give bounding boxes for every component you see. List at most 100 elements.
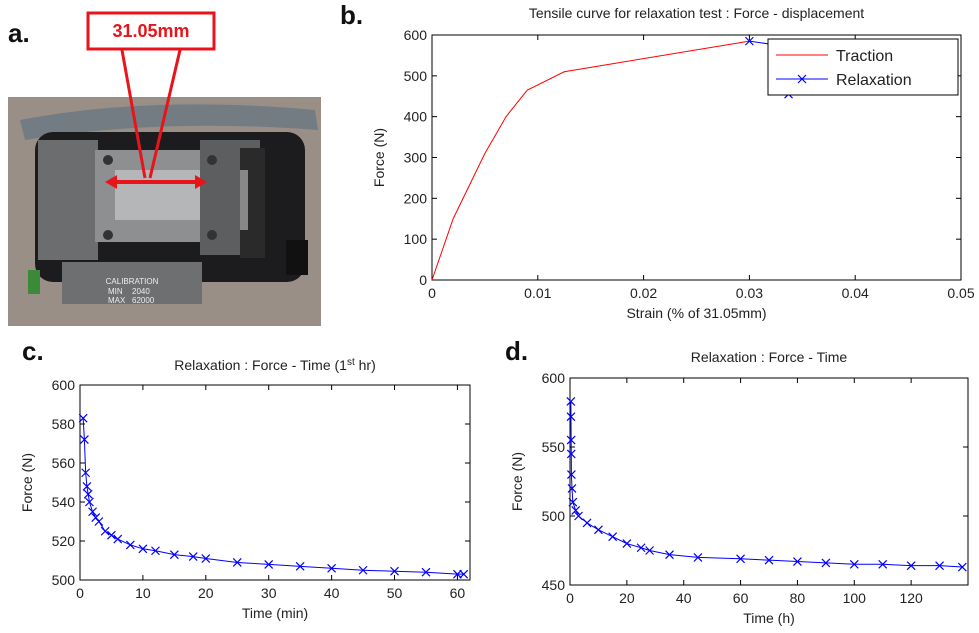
marker: [574, 511, 583, 521]
marker: [849, 559, 859, 569]
x-tick-label: 20: [619, 590, 635, 606]
y-tick-label: 540: [52, 494, 76, 510]
marker: [582, 518, 592, 528]
marker: [935, 561, 944, 571]
marker: [793, 557, 802, 566]
x-tick-label: 40: [676, 590, 692, 606]
marker: [566, 397, 576, 406]
marker: [82, 481, 92, 491]
plate-text: 2040: [132, 287, 150, 296]
x-tick-label: 0: [428, 285, 436, 301]
plate-text: MIN: [108, 287, 123, 296]
title-part: st: [347, 357, 355, 368]
y-tick-label: 100: [404, 231, 428, 247]
x-tick-label: 120: [899, 590, 923, 606]
series-line: [431, 40, 750, 281]
marker: [85, 497, 94, 507]
marker: [138, 544, 148, 554]
marker: [100, 526, 110, 536]
y-tick-label: 200: [404, 190, 428, 206]
marker: [764, 555, 774, 565]
x-tick-label: 0.04: [842, 285, 869, 301]
marker: [567, 483, 577, 493]
marker: [566, 470, 576, 480]
marker: [693, 552, 703, 562]
legend: [767, 38, 959, 96]
marker: [957, 562, 967, 572]
x-tick-label: 60: [733, 590, 749, 606]
marker: [459, 569, 469, 579]
marker: [113, 534, 123, 544]
marker: [568, 497, 578, 507]
marker: [83, 489, 93, 499]
marker: [390, 566, 399, 576]
marker: [169, 550, 179, 560]
plot-area: [569, 377, 969, 586]
marker: [232, 558, 242, 567]
x-tick-label: 20: [198, 585, 214, 601]
y-tick-label: 500: [542, 508, 566, 524]
plate-text: CALIBRATION: [106, 277, 159, 286]
y-axis-label: Force (N): [509, 452, 525, 511]
y-tick-label: 600: [542, 370, 566, 386]
marker: [645, 546, 655, 555]
marker: [264, 559, 274, 569]
x-tick-label: 0.02: [630, 285, 657, 301]
marker: [452, 569, 462, 579]
chart-title: Tensile curve for relaxation test : Forc…: [529, 5, 864, 21]
y-tick-label: 500: [404, 68, 428, 84]
dimension-callout: [86, 11, 216, 189]
marker: [744, 36, 754, 46]
y-tick-label: 0: [419, 272, 427, 288]
marker: [81, 468, 91, 478]
x-axis-label: Strain (% of 31.05mm): [626, 305, 766, 321]
marker: [125, 540, 135, 550]
y-tick-label: 600: [404, 27, 428, 43]
panel-label: c.: [22, 336, 44, 366]
x-tick-label: 60: [450, 585, 466, 601]
marker: [608, 532, 618, 542]
x-tick-label: 10: [135, 585, 151, 601]
x-tick-label: 0.03: [736, 285, 763, 301]
panel-label: b.: [340, 0, 363, 30]
marker: [188, 552, 198, 562]
chart-title: Relaxation : Force - Time (1st hr): [174, 357, 376, 374]
marker: [295, 561, 305, 571]
marker: [566, 412, 576, 422]
x-tick-label: 0: [566, 590, 574, 606]
marker: [566, 435, 576, 445]
y-tick-label: 520: [52, 533, 76, 549]
marker: [636, 543, 646, 553]
marker: [906, 561, 916, 571]
photo: [8, 97, 321, 326]
plate-text: 62000: [132, 296, 155, 305]
marker: [594, 525, 603, 535]
title-part: Relaxation : Force - Time (1: [174, 357, 347, 373]
series-line: [570, 401, 963, 568]
marker: [571, 506, 581, 515]
legend-label: Traction: [836, 48, 893, 65]
marker: [79, 435, 89, 445]
plate-text: MAX: [108, 296, 126, 305]
marker: [327, 563, 337, 573]
x-tick-label: 0: [76, 585, 84, 601]
x-tick-label: 0.05: [947, 285, 974, 301]
marker: [88, 507, 98, 517]
legend-label: Relaxation: [836, 72, 912, 89]
y-tick-label: 450: [542, 577, 566, 593]
marker: [736, 554, 745, 564]
marker: [151, 546, 160, 556]
marker: [358, 565, 368, 575]
x-tick-label: 30: [261, 585, 277, 601]
y-axis-label: Force (N): [19, 453, 35, 512]
marker: [107, 530, 116, 540]
y-tick-label: 560: [52, 455, 76, 471]
legend-marker: [797, 74, 807, 84]
y-axis-label: Force (N): [371, 128, 387, 187]
x-axis-label: Time (min): [242, 605, 308, 621]
title-part: hr): [355, 357, 376, 373]
y-tick-label: 550: [542, 439, 566, 455]
y-tick-label: 600: [52, 377, 76, 393]
y-tick-label: 580: [52, 416, 76, 432]
